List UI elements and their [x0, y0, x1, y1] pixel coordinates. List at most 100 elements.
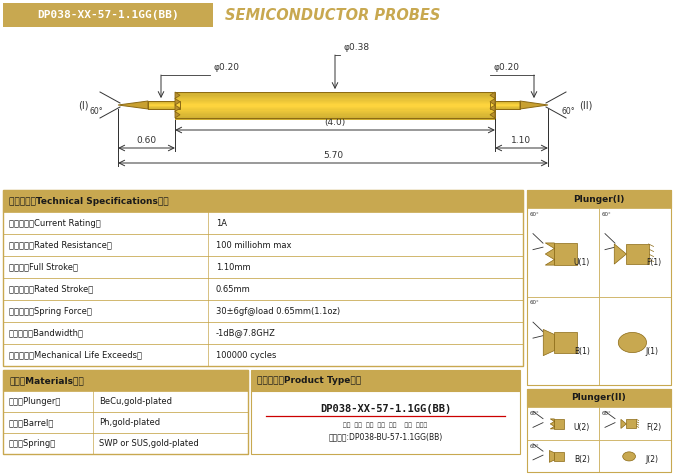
Text: Plunger(I): Plunger(I)	[574, 194, 625, 203]
Bar	[175, 99, 495, 101]
Text: 60°: 60°	[602, 411, 612, 416]
Bar	[175, 112, 495, 114]
Bar	[148, 101, 180, 102]
Text: -1dB@7.8GHZ: -1dB@7.8GHZ	[216, 329, 276, 338]
Text: 额定行程（Rated Stroke）: 额定行程（Rated Stroke）	[9, 285, 93, 294]
Text: 60°: 60°	[530, 411, 540, 416]
Bar	[527, 190, 671, 208]
Bar	[599, 439, 671, 472]
Bar	[490, 106, 520, 107]
Text: DP038-XX-57-1.1GG(BB): DP038-XX-57-1.1GG(BB)	[320, 404, 451, 414]
Bar	[148, 105, 180, 106]
Bar	[148, 102, 180, 103]
Bar	[490, 107, 520, 108]
Text: J(2): J(2)	[646, 455, 658, 464]
Text: U(1): U(1)	[574, 258, 590, 267]
Text: Plunger(II): Plunger(II)	[572, 393, 626, 402]
Bar	[3, 256, 523, 278]
Bar	[175, 115, 495, 117]
Bar	[175, 92, 495, 118]
Bar	[490, 103, 520, 104]
Text: 材质（Materials）：: 材质（Materials）：	[9, 376, 84, 385]
Text: F(1): F(1)	[646, 258, 661, 267]
Text: 针头（Plunger）: 针头（Plunger）	[9, 397, 61, 406]
Bar	[175, 102, 495, 104]
Bar	[3, 190, 523, 212]
Bar	[175, 107, 495, 109]
Bar	[175, 108, 495, 110]
Text: SEMICONDUCTOR PROBES: SEMICONDUCTOR PROBES	[225, 8, 440, 22]
Bar	[490, 109, 520, 110]
Bar	[251, 370, 520, 391]
Text: 1.10: 1.10	[512, 136, 532, 145]
Text: 60°: 60°	[561, 107, 575, 116]
Polygon shape	[550, 419, 554, 429]
Text: 60°: 60°	[530, 444, 540, 448]
Bar	[490, 104, 520, 105]
Bar	[148, 104, 180, 105]
Text: (II): (II)	[580, 100, 592, 110]
Text: φ0.38: φ0.38	[343, 43, 369, 52]
Text: 频率带宽（Bandwidth）: 频率带宽（Bandwidth）	[9, 329, 84, 338]
Bar	[554, 332, 576, 352]
Bar	[527, 389, 671, 472]
Text: 弹簧（Spring）: 弹簧（Spring）	[9, 439, 56, 448]
Bar	[148, 106, 180, 107]
Text: φ0.20: φ0.20	[213, 63, 239, 72]
Text: U(2): U(2)	[574, 423, 590, 432]
Bar	[148, 109, 180, 110]
Text: F(2): F(2)	[646, 423, 661, 432]
Text: DP038-XX-57-1.1GG(BB): DP038-XX-57-1.1GG(BB)	[37, 10, 179, 20]
Polygon shape	[621, 419, 626, 428]
Text: 60°: 60°	[530, 301, 540, 305]
Bar	[3, 278, 523, 300]
Bar	[175, 103, 495, 105]
Bar	[148, 103, 180, 104]
Bar	[490, 101, 520, 102]
Bar	[527, 407, 599, 439]
Text: 100000 cycles: 100000 cycles	[216, 351, 276, 360]
Bar	[175, 98, 495, 100]
Bar	[3, 391, 248, 412]
Bar	[490, 108, 520, 109]
Bar	[148, 108, 180, 109]
Text: 订购单例:DP038-BU-57-1.1GG(BB): 订购单例:DP038-BU-57-1.1GG(BB)	[328, 433, 443, 441]
Bar	[3, 234, 523, 256]
Text: B(2): B(2)	[574, 455, 590, 464]
Bar	[175, 118, 495, 120]
Bar	[148, 101, 180, 109]
Bar	[175, 109, 495, 111]
Bar	[175, 96, 495, 97]
Bar	[175, 92, 495, 94]
Bar	[175, 117, 495, 118]
Bar	[3, 300, 523, 322]
Bar	[626, 419, 636, 428]
Bar	[599, 208, 671, 296]
Bar	[490, 104, 520, 105]
Bar	[3, 190, 523, 366]
Text: 60°: 60°	[89, 107, 103, 116]
Bar	[3, 3, 213, 27]
Bar	[175, 93, 495, 95]
Text: 0.60: 0.60	[136, 136, 156, 145]
Text: B(1): B(1)	[574, 347, 590, 356]
Bar	[527, 389, 671, 407]
Text: 额定弹力（Spring Force）: 额定弹力（Spring Force）	[9, 306, 92, 315]
Bar	[148, 104, 180, 105]
Bar	[148, 105, 180, 106]
Ellipse shape	[618, 332, 646, 352]
Text: SWP or SUS,gold-plated: SWP or SUS,gold-plated	[99, 439, 199, 448]
Bar	[175, 105, 495, 107]
Bar	[175, 113, 495, 115]
Text: 0.65mm: 0.65mm	[216, 285, 251, 294]
Bar	[3, 370, 248, 391]
Bar	[148, 101, 180, 102]
Bar	[527, 439, 599, 472]
Bar	[490, 107, 520, 108]
Bar	[175, 95, 495, 96]
Polygon shape	[545, 243, 554, 265]
Text: 30±6gf@load 0.65mm(1.1oz): 30±6gf@load 0.65mm(1.1oz)	[216, 306, 340, 315]
Bar	[3, 322, 523, 344]
Text: Ph,gold-plated: Ph,gold-plated	[99, 418, 160, 427]
Bar	[3, 344, 523, 366]
